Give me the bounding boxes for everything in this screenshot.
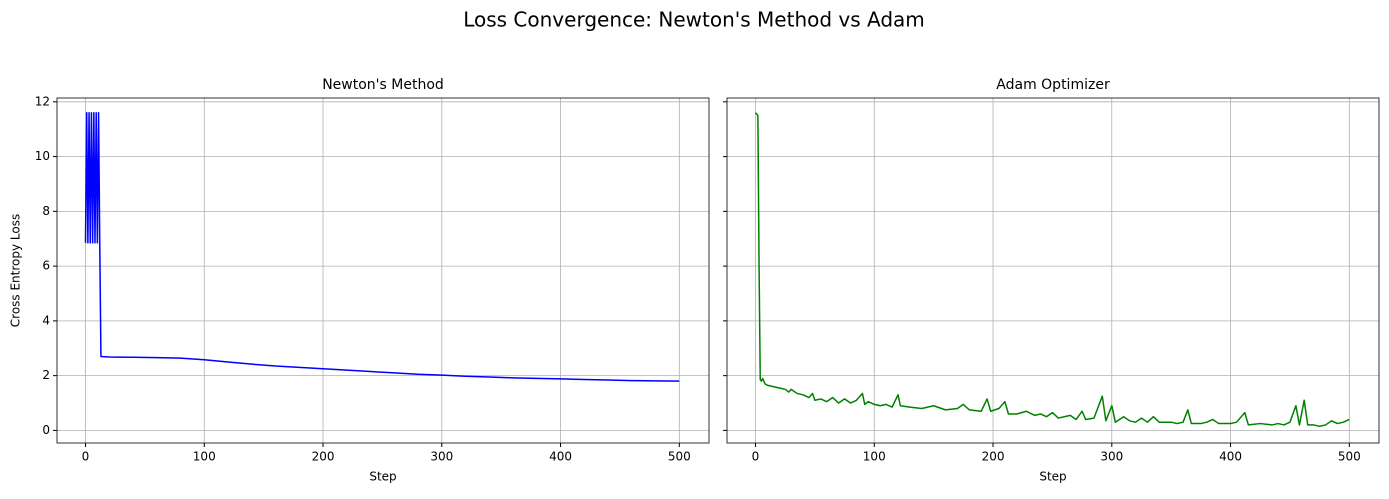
- y-tick-label: 10: [35, 149, 50, 163]
- y-tick-label: 0: [42, 423, 50, 437]
- x-tick-label: 0: [752, 450, 760, 464]
- y-tick-label: 6: [42, 259, 50, 273]
- y-tick-label: 4: [42, 313, 50, 327]
- x-tick-label: 400: [1219, 450, 1242, 464]
- x-tick-label: 100: [863, 450, 886, 464]
- plot-area: [84, 112, 680, 382]
- x-tick-label: 500: [1338, 450, 1361, 464]
- x-tick-label: 300: [430, 450, 453, 464]
- x-axis-label: Step: [369, 470, 396, 484]
- x-tick-label: 200: [982, 450, 1005, 464]
- figure-title: Loss Convergence: Newton's Method vs Ada…: [463, 8, 925, 32]
- axes-frame: [56, 97, 710, 444]
- plot-area: [754, 112, 1350, 428]
- x-tick-label: 200: [312, 450, 335, 464]
- x-tick-label: 300: [1100, 450, 1123, 464]
- x-tick-label: 400: [549, 450, 572, 464]
- loss-line: [84, 112, 680, 382]
- axes-title: Adam Optimizer: [996, 77, 1110, 93]
- y-tick-label: 12: [35, 94, 50, 108]
- axes-frame: [726, 97, 1380, 444]
- loss-line: [754, 112, 1350, 428]
- y-tick-label: 8: [42, 204, 50, 218]
- x-tick-label: 500: [668, 450, 691, 464]
- y-axis-label: Cross Entropy Loss: [9, 214, 23, 327]
- x-tick-label: 100: [193, 450, 216, 464]
- x-axis-label: Step: [1039, 470, 1066, 484]
- axes-title: Newton's Method: [322, 77, 444, 93]
- x-tick-label: 0: [82, 450, 90, 464]
- y-tick-label: 2: [42, 368, 50, 382]
